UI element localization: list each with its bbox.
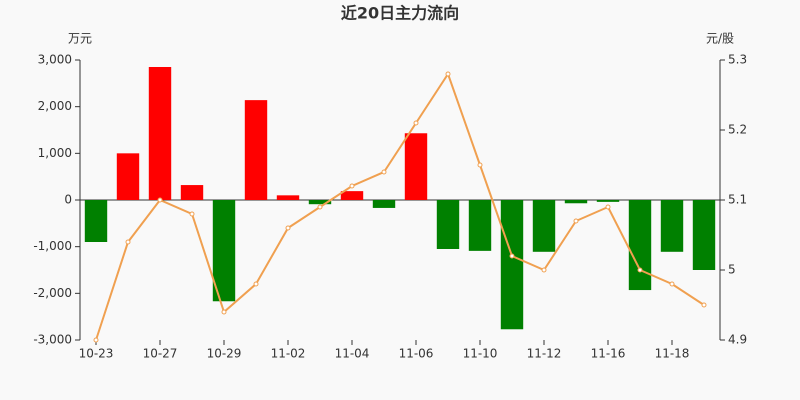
price-point bbox=[605, 204, 611, 210]
bar bbox=[340, 191, 364, 200]
price-point bbox=[509, 253, 515, 259]
x-tick-label: 11-12 bbox=[527, 347, 562, 361]
bar bbox=[212, 200, 236, 302]
y-tick-label: -2,000 bbox=[33, 286, 72, 300]
bar bbox=[180, 185, 204, 200]
y-tick-label: 0 bbox=[64, 193, 72, 207]
bar bbox=[692, 200, 716, 270]
price-point bbox=[349, 183, 355, 189]
x-tick-label: 10-27 bbox=[143, 347, 178, 361]
price-point bbox=[413, 120, 419, 126]
bar bbox=[276, 195, 300, 200]
price-point bbox=[125, 239, 131, 245]
x-tick-label: 11-04 bbox=[335, 347, 370, 361]
price-point bbox=[381, 169, 387, 175]
price-point bbox=[541, 267, 547, 273]
y-tick-label: -1,000 bbox=[33, 239, 72, 253]
y-tick-label: 3,000 bbox=[38, 53, 72, 67]
y-tick-label: -3,000 bbox=[33, 333, 72, 347]
y-axis-unit: 万元 bbox=[68, 32, 92, 46]
price-point bbox=[573, 218, 579, 224]
x-tick-label: 11-06 bbox=[399, 347, 434, 361]
price-point bbox=[221, 309, 227, 315]
bar bbox=[308, 200, 332, 205]
bar bbox=[500, 200, 524, 330]
bar bbox=[532, 200, 556, 252]
bar bbox=[244, 100, 268, 200]
y2-tick-label: 5 bbox=[728, 263, 736, 277]
bar bbox=[596, 200, 620, 202]
bar bbox=[564, 200, 588, 204]
bar bbox=[436, 200, 460, 249]
x-tick-label: 11-10 bbox=[463, 347, 498, 361]
bar bbox=[148, 67, 172, 200]
bar bbox=[372, 200, 396, 208]
x-tick-label: 10-29 bbox=[207, 347, 242, 361]
x-tick-label: 11-02 bbox=[271, 347, 306, 361]
bar bbox=[404, 133, 428, 200]
price-point bbox=[317, 204, 323, 210]
price-point bbox=[285, 225, 291, 231]
bar bbox=[660, 200, 684, 252]
price-point bbox=[93, 337, 99, 343]
y2-tick-label: 4.9 bbox=[728, 333, 747, 347]
y2-tick-label: 5.3 bbox=[728, 53, 747, 67]
price-point bbox=[637, 267, 643, 273]
bar bbox=[468, 200, 492, 251]
price-line bbox=[95, 71, 705, 341]
y2-tick-label: 5.2 bbox=[728, 123, 747, 137]
price-point bbox=[445, 71, 451, 77]
x-tick-label: 10-23 bbox=[79, 347, 114, 361]
y-tick-label: 2,000 bbox=[38, 99, 72, 113]
price-point bbox=[253, 281, 259, 287]
x-tick-label: 11-18 bbox=[655, 347, 690, 361]
y2-axis-unit: 元/股 bbox=[706, 32, 734, 46]
price-point bbox=[477, 162, 483, 168]
bar bbox=[628, 200, 652, 291]
x-tick-label: 11-16 bbox=[591, 347, 626, 361]
price-point bbox=[701, 302, 707, 308]
y-tick-label: 1,000 bbox=[38, 146, 72, 160]
chart-title: 近20日主力流向 bbox=[341, 4, 459, 23]
price-point bbox=[669, 281, 675, 287]
price-point bbox=[157, 197, 163, 203]
bar bbox=[116, 153, 140, 200]
y2-tick-label: 5.1 bbox=[728, 193, 747, 207]
price-point bbox=[189, 211, 195, 217]
bar bbox=[84, 200, 108, 242]
